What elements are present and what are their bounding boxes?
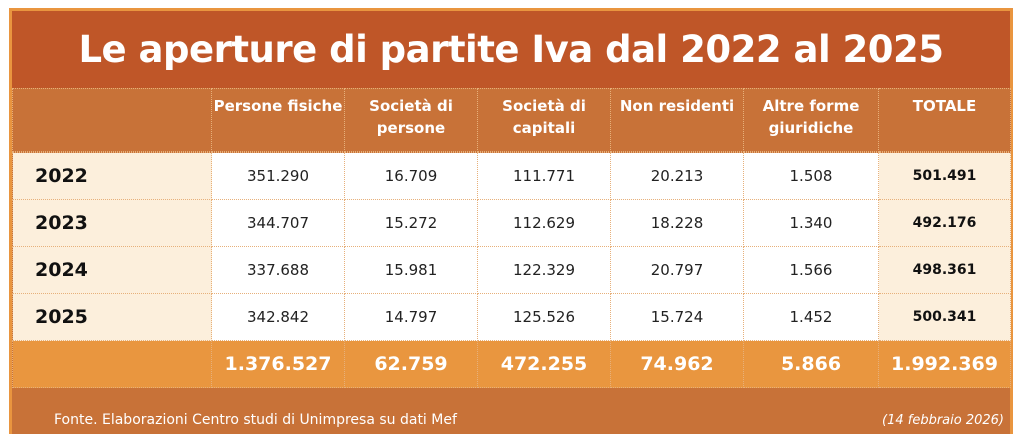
- column-header: Altre forme giuridiche: [743, 88, 879, 152]
- value-cell: 1.340: [743, 199, 879, 247]
- column-header: TOTALE: [878, 88, 1011, 152]
- year-cell: 2022: [12, 152, 212, 200]
- value-cell: 1.508: [743, 152, 879, 200]
- value-cell: 1.566: [743, 246, 879, 294]
- value-cell: 16.709: [344, 152, 478, 200]
- value-cell: 20.213: [610, 152, 744, 200]
- value-cell: 351.290: [211, 152, 345, 200]
- table-row: 2025 342.842 14.797 125.526 15.724 1.452 500.3…: [12, 293, 1011, 341]
- value-cell: 125.526: [477, 293, 611, 341]
- value-cell: 1.452: [743, 293, 879, 341]
- total-cell: 501.491: [878, 152, 1011, 200]
- column-header: Non residenti: [610, 88, 744, 152]
- page-title: Le aperture di partite Iva dal 2022 al 2…: [12, 11, 1010, 88]
- value-cell: 344.707: [211, 199, 345, 247]
- column-total: 472.255: [477, 340, 611, 388]
- total-cell: 498.361: [878, 246, 1011, 294]
- value-cell: 337.688: [211, 246, 345, 294]
- source-note: Fonte. Elaborazioni Centro studi di Unim…: [54, 412, 457, 428]
- table-row: 2022 351.290 16.709 111.771 20.213 1.508 501.4…: [12, 152, 1011, 200]
- total-cell: 500.341: [878, 293, 1011, 341]
- data-body: 2022 351.290 16.709 111.771 20.213 1.508 501.4…: [12, 152, 1011, 388]
- value-cell: 15.981: [344, 246, 478, 294]
- totals-row: 1.376.527 62.759 472.255 74.962 5.866 1.992.3…: [12, 340, 1011, 388]
- header-row: Persone fisiche Società di persone Società…: [12, 88, 1011, 152]
- footer: Fonte. Elaborazioni Centro studi di Unim…: [12, 388, 1010, 434]
- value-cell: 15.724: [610, 293, 744, 341]
- date-note: (14 febbraio 2026): [882, 413, 1004, 428]
- value-cell: 18.228: [610, 199, 744, 247]
- data-table: Persone fisiche Società di persone Società…: [12, 88, 1011, 152]
- value-cell: 342.842: [211, 293, 345, 341]
- value-cell: 112.629: [477, 199, 611, 247]
- column-total: 62.759: [344, 340, 478, 388]
- column-total: 74.962: [610, 340, 744, 388]
- year-cell: 2023: [12, 199, 212, 247]
- year-cell: 2025: [12, 293, 212, 341]
- total-cell: 492.176: [878, 199, 1011, 247]
- column-header: Società di persone: [344, 88, 478, 152]
- value-cell: 15.272: [344, 199, 478, 247]
- column-total: 1.992.369: [878, 340, 1011, 388]
- column-header: Società di capitali: [477, 88, 611, 152]
- value-cell: 14.797: [344, 293, 478, 341]
- table-row: 2024 337.688 15.981 122.329 20.797 1.566 498.3…: [12, 246, 1011, 294]
- value-cell: 20.797: [610, 246, 744, 294]
- column-header: [12, 88, 212, 152]
- totals-label-cell: [12, 340, 212, 388]
- column-total: 5.866: [743, 340, 879, 388]
- value-cell: 122.329: [477, 246, 611, 294]
- table-row: 2023 344.707 15.272 112.629 18.228 1.340 492.1…: [12, 199, 1011, 247]
- year-cell: 2024: [12, 246, 212, 294]
- value-cell: 111.771: [477, 152, 611, 200]
- table-card: Le aperture di partite Iva dal 2022 al 2…: [9, 8, 1013, 434]
- column-total: 1.376.527: [211, 340, 345, 388]
- column-header: Persone fisiche: [211, 88, 345, 152]
